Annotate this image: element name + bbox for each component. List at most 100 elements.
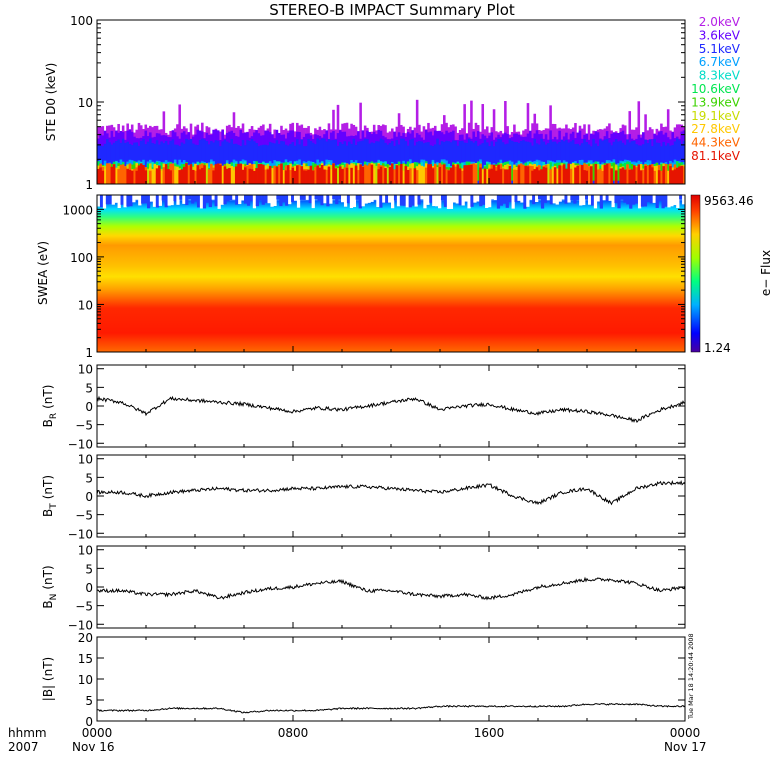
swea-noise [561, 195, 565, 200]
ste-bar [135, 170, 139, 184]
ste-bar [526, 166, 530, 184]
ste-bar [210, 163, 213, 184]
swea-noise [496, 195, 501, 209]
swea-noise [164, 195, 168, 208]
ste-bar [619, 168, 622, 184]
xtick-label: 0800 [278, 726, 309, 740]
swea-noise [114, 195, 118, 203]
ste-bar [422, 166, 426, 184]
ste-bar [332, 139, 335, 184]
ste-bar [449, 142, 453, 184]
swea-noise [540, 195, 545, 209]
ste-bar [608, 163, 611, 184]
swea-noise [146, 195, 151, 209]
ste-bar [612, 163, 616, 181]
ste-bar [121, 164, 125, 184]
ste-panel: 1 10 100 STE D0 (keV) 2.0keV3.6keV5.1keV6.… [44, 14, 741, 192]
ste-bar [151, 168, 154, 184]
swea-noise [241, 195, 245, 201]
swea-noise [582, 195, 586, 206]
ste-bar [400, 138, 403, 184]
ste-bar [660, 170, 663, 184]
ste-bar [617, 169, 620, 181]
ste-bar [580, 159, 584, 170]
ste-bar [320, 165, 324, 184]
swea-noise [358, 195, 362, 209]
swea-noise [158, 195, 162, 206]
swea-noise [276, 195, 280, 200]
ste-bar [538, 170, 541, 184]
swea-noise [396, 195, 401, 207]
ste-bar [191, 169, 195, 184]
ste-bar [381, 165, 385, 184]
ste-bar [361, 140, 365, 184]
ste-bar [334, 139, 338, 184]
ste-bar [205, 141, 209, 184]
ste-bar [121, 138, 125, 184]
swea-noise [517, 195, 521, 201]
ste-bar [291, 167, 295, 184]
swea-noise [249, 195, 254, 202]
ste-bar [682, 166, 685, 184]
swea-noise [602, 195, 606, 201]
ste-bar [338, 142, 342, 184]
swea-noise [635, 195, 639, 204]
ste-bar [296, 165, 299, 184]
swea-ylabel: SWEA (eV) [36, 241, 50, 305]
ste-bar [124, 142, 127, 184]
ste-bar [189, 138, 193, 184]
ste-bar [302, 170, 306, 184]
ste-bar [467, 138, 471, 184]
ste-bar [495, 170, 498, 184]
ytick-label: 15 [78, 652, 93, 666]
ste-bar [517, 165, 521, 184]
ste-bar [651, 167, 654, 184]
ste-bar [653, 170, 656, 184]
ste-bar [357, 141, 360, 184]
swea-noise [308, 195, 312, 204]
br-series-line [97, 395, 685, 424]
swea-noise [514, 195, 518, 202]
swea-noise [123, 195, 127, 208]
swea-noise [220, 195, 224, 205]
swea-noise [411, 195, 415, 206]
ste-bar [311, 170, 315, 184]
swea-noise [238, 195, 242, 205]
swea-noise [199, 195, 204, 209]
ste-bar [228, 167, 231, 184]
swea-noise [388, 195, 392, 203]
ste-bar [447, 141, 451, 184]
ste-bar [542, 167, 546, 184]
bmag-ylabel: |B| (nT) [41, 657, 55, 701]
ste-bar [115, 167, 118, 184]
ste-bar [307, 169, 310, 184]
ste-bar [187, 139, 191, 184]
ste-bar [596, 169, 600, 184]
ste-bar [497, 139, 500, 184]
ste-bar [106, 163, 109, 184]
swea-noise [640, 195, 645, 207]
ste-legend-entry: 19.1keV [691, 109, 741, 123]
swea-noise [105, 195, 110, 205]
ytick-label: 5 [85, 694, 93, 708]
swea-noise [141, 195, 145, 204]
ste-bar [540, 161, 543, 170]
bt-series-line [97, 480, 685, 506]
ste-bar [318, 139, 322, 184]
swea-noise [426, 195, 430, 205]
ste-bar [436, 167, 439, 184]
ste-bar [280, 140, 283, 184]
swea-ytick-label: 1000 [62, 203, 93, 217]
ste-bar [424, 167, 428, 184]
swea-noise [629, 195, 633, 209]
ste-bar [576, 165, 580, 184]
swea-noise [440, 195, 445, 201]
swea-noise [305, 195, 309, 200]
colorbar [690, 194, 701, 353]
swea-noise [314, 195, 318, 200]
bn-frame [96, 545, 686, 629]
ste-bar [230, 165, 233, 184]
ste-bar [506, 169, 509, 184]
ste-bar [103, 168, 107, 184]
ste-bar [216, 163, 220, 184]
